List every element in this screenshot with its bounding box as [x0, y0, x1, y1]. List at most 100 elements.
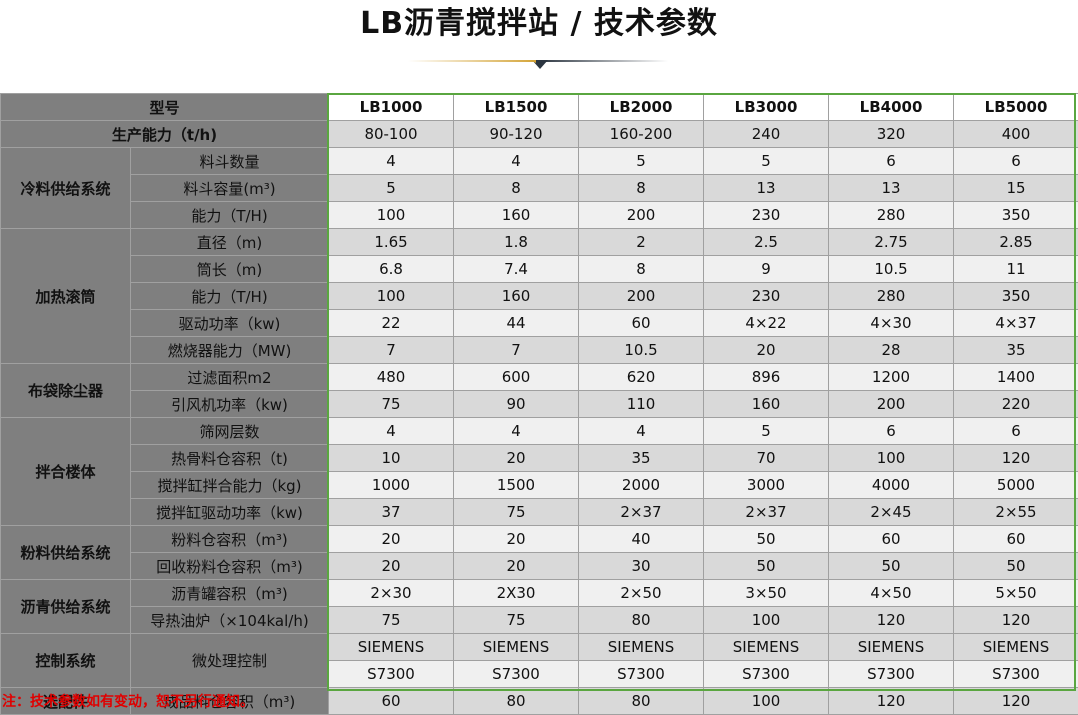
param-value: 75 — [453, 606, 580, 634]
param-label: 燃烧器能力（MW) — [129, 336, 330, 364]
param-value: 120 — [828, 606, 955, 634]
param-value: 160 — [703, 390, 830, 418]
param-value: 120 — [953, 687, 1078, 715]
param-value: 100 — [703, 606, 830, 634]
param-value: 8 — [453, 174, 580, 202]
param-value: 1.65 — [328, 228, 455, 256]
param-value: 20 — [453, 444, 580, 472]
table-row: 加热滚筒 直径（m) 1.65 1.8 2 2.5 2.75 2.85 — [0, 228, 1078, 364]
table-row: 能力（T/H) 100 160 200 230 280 350 — [1, 201, 1078, 229]
control-model: S7300 — [578, 660, 705, 688]
param-value: 110 — [578, 390, 705, 418]
param-value: 2×30 — [328, 579, 455, 607]
capacity-value: 80-100 — [328, 120, 455, 148]
param-value: 50 — [703, 525, 830, 553]
param-value: 75 — [453, 498, 580, 526]
param-value: 120 — [828, 687, 955, 715]
param-label: 成品料仓容积（m³) — [129, 687, 330, 715]
param-label: 导热油炉（×104kal/h) — [129, 606, 330, 634]
model-header: LB4000 — [828, 93, 955, 121]
param-label: 引风机功率（kw) — [129, 390, 330, 418]
control-model: S7300 — [453, 660, 580, 688]
table-row: 导热油炉（×104kal/h) 75 75 80 100 120 120 — [1, 606, 1078, 634]
param-label: 回收粉料仓容积（m³) — [129, 552, 330, 580]
param-value: 5000 — [953, 471, 1078, 499]
capacity-value: 320 — [828, 120, 955, 148]
param-value: 1200 — [828, 363, 955, 391]
table-row: 搅拌缸拌合能力（kg) 1000 1500 2000 3000 4000 5000 — [1, 471, 1078, 499]
param-value: 90 — [453, 390, 580, 418]
param-label: 过滤面积m2 — [129, 363, 330, 391]
param-value: 220 — [953, 390, 1078, 418]
param-value: 200 — [828, 390, 955, 418]
param-value: 50 — [953, 552, 1078, 580]
param-label: 料斗数量 — [129, 147, 330, 175]
param-value: 80 — [578, 606, 705, 634]
param-value: 20 — [703, 336, 830, 364]
page-title: LB沥青搅拌站 / 技术参数 — [360, 6, 718, 41]
table-row: 驱动功率（kw) 22 44 60 4×22 4×30 4×37 — [1, 309, 1078, 337]
param-value: 80 — [453, 687, 580, 715]
param-value: 11 — [953, 255, 1078, 283]
param-value: 120 — [953, 606, 1078, 634]
header-model-label: 型号 — [0, 93, 330, 121]
param-value: 60 — [953, 525, 1078, 553]
param-value: 2000 — [578, 471, 705, 499]
table-row: 燃烧器能力（MW) 7 7 10.5 20 28 35 — [1, 336, 1078, 364]
param-value: 280 — [828, 282, 955, 310]
model-header: LB1000 — [328, 93, 455, 121]
param-value: 20 — [453, 552, 580, 580]
param-value: 230 — [703, 282, 830, 310]
group-label: 粉料供给系统 — [0, 525, 131, 580]
param-value: 4×30 — [828, 309, 955, 337]
param-value: 5 — [578, 147, 705, 175]
param-value: 5 — [328, 174, 455, 202]
param-value: 4×50 — [828, 579, 955, 607]
table-row: 搅拌缸驱动功率（kw) 37 75 2×37 2×37 2×45 2×55 — [1, 498, 1078, 526]
param-label: 能力（T/H) — [129, 282, 330, 310]
param-value: 13 — [828, 174, 955, 202]
table-row: 粉料供给系统 粉料仓容积（m³) 20 20 40 50 60 60 — [0, 525, 1078, 580]
param-value: 100 — [703, 687, 830, 715]
table-row: 选配件 成品料仓容积（m³) 60 80 80 100 120 120 — [0, 687, 1078, 715]
table-row: 热骨料仓容积（t) 10 20 35 70 100 120 — [1, 444, 1078, 472]
param-value: 2.75 — [828, 228, 955, 256]
param-value: 2×55 — [953, 498, 1078, 526]
param-value: 2X30 — [453, 579, 580, 607]
param-value: 8 — [578, 174, 705, 202]
param-value: 200 — [578, 282, 705, 310]
param-value: 896 — [703, 363, 830, 391]
param-value: 28 — [828, 336, 955, 364]
param-value: 2.5 — [703, 228, 830, 256]
table-row: 布袋除尘器 过滤面积m2 480 600 620 896 1200 1400 — [0, 363, 1078, 418]
param-label: 热骨料仓容积（t) — [129, 444, 330, 472]
param-value: 5 — [703, 417, 830, 445]
param-value: 160 — [453, 201, 580, 229]
param-value: 35 — [953, 336, 1078, 364]
param-value: 100 — [328, 201, 455, 229]
param-value: 70 — [703, 444, 830, 472]
param-value: 75 — [328, 390, 455, 418]
control-model: S7300 — [328, 660, 455, 688]
table-row: 筒长（m) 6.8 7.4 8 9 10.5 11 — [1, 255, 1078, 283]
param-value: 20 — [453, 525, 580, 553]
param-value: 350 — [953, 201, 1078, 229]
param-value: 7 — [453, 336, 580, 364]
control-brand: SIEMENS — [703, 633, 830, 661]
param-value: 60 — [828, 525, 955, 553]
param-label: 搅拌缸拌合能力（kg) — [129, 471, 330, 499]
param-label: 直径（m) — [129, 228, 330, 256]
param-value: 350 — [953, 282, 1078, 310]
table-row: 控制系统 微处理控制 SIEMENS SIEMENS SIEMENS SIEMENS SIE… — [0, 633, 1078, 688]
capacity-label: 生产能力（t/h) — [0, 120, 330, 148]
param-value: 10 — [328, 444, 455, 472]
group-label: 加热滚筒 — [0, 228, 131, 364]
control-model: S7300 — [828, 660, 955, 688]
param-value: 1400 — [953, 363, 1078, 391]
param-label: 搅拌缸驱动功率（kw) — [129, 498, 330, 526]
param-value: 35 — [578, 444, 705, 472]
param-value: 200 — [578, 201, 705, 229]
group-label: 拌合楼体 — [0, 417, 131, 526]
param-value: 2×37 — [703, 498, 830, 526]
table-row: 料斗容量(m³) 5 8 8 13 13 15 — [1, 174, 1078, 202]
